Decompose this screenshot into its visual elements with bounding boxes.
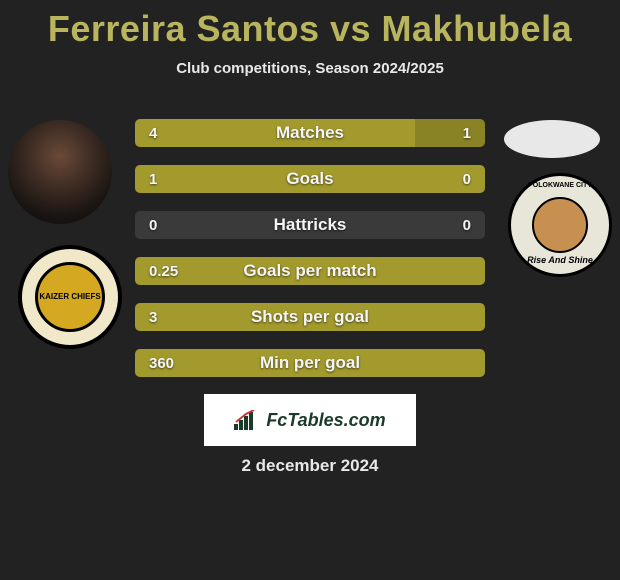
footer-logo: FcTables.com [204,394,416,446]
footer-logo-text: FcTables.com [266,410,385,431]
page-subtitle: Club competitions, Season 2024/2025 [0,60,620,77]
stat-label: Hattricks [135,211,485,239]
player-left-club-badge: KAIZER CHIEFS [18,245,122,349]
stat-row: 1Goals0 [135,165,485,193]
stat-label: Shots per goal [135,303,485,331]
stat-row: 360Min per goal [135,349,485,377]
player-right-club-inner [532,197,588,253]
stat-label: Goals per match [135,257,485,285]
stat-row: 4Matches1 [135,119,485,147]
comparison-panel: KAIZER CHIEFS POLOKWANE CITY Rise And Sh… [0,105,620,385]
stat-bars: 4Matches11Goals00Hattricks00.25Goals per… [135,119,485,395]
stat-value-right: 0 [463,211,471,239]
stat-row: 0Hattricks0 [135,211,485,239]
player-right-club-bottom: Rise And Shine [527,256,593,266]
stat-row: 0.25Goals per match [135,257,485,285]
player-left-photo [8,120,112,224]
fctables-icon [234,410,260,430]
page-title: Ferreira Santos vs Makhubela [0,0,620,50]
stat-label: Matches [135,119,485,147]
stat-label: Goals [135,165,485,193]
player-right-flag [504,120,600,158]
stat-value-right: 1 [463,119,471,147]
footer-date: 2 december 2024 [0,456,620,476]
stat-value-right: 0 [463,165,471,193]
player-left-club-label: KAIZER CHIEFS [35,262,105,332]
player-right-club-badge: POLOKWANE CITY Rise And Shine [508,173,612,277]
stat-label: Min per goal [135,349,485,377]
stat-row: 3Shots per goal [135,303,485,331]
player-right-club-top: POLOKWANE CITY [528,182,592,190]
